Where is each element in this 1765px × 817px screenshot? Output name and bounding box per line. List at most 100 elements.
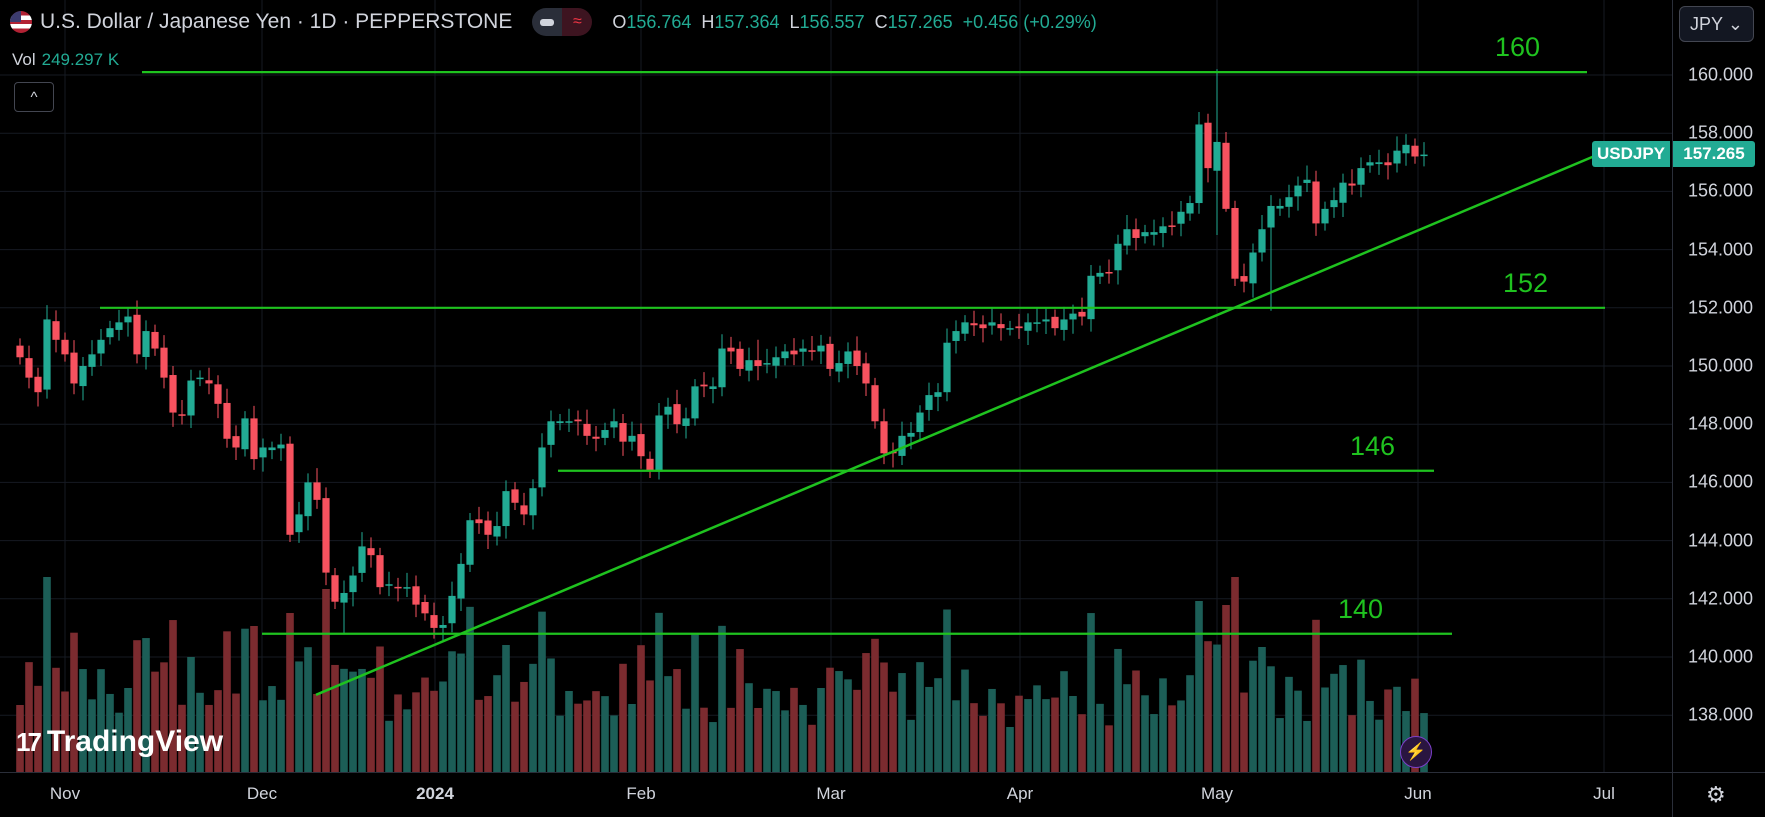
candle-body [1078, 311, 1086, 317]
level-label-160: 160 [1495, 32, 1541, 63]
volume-bar [1348, 715, 1356, 772]
volume-bar [547, 658, 555, 772]
candle-body [565, 421, 573, 423]
volume-bar [1285, 676, 1293, 772]
candle-body [619, 423, 627, 442]
candle-body [754, 360, 762, 366]
candle-body [952, 331, 960, 341]
volume-bar [61, 691, 69, 772]
candle-body [1249, 252, 1257, 284]
volume-bar [826, 667, 834, 772]
volume-bar [952, 700, 960, 772]
candle-body [610, 421, 618, 428]
volume-bar [610, 715, 618, 772]
price-tick-label: 144.000 [1688, 530, 1754, 551]
volume-bar [871, 638, 879, 772]
last-price-tag: 157.265 [1673, 141, 1755, 167]
candle-body [1402, 144, 1410, 154]
volume-bar [745, 683, 753, 772]
candle-body [1159, 226, 1167, 234]
tradingview-logo[interactable]: 17 TradingView [16, 725, 224, 758]
candle-body [97, 339, 105, 354]
candles [16, 69, 1428, 643]
candle-body [790, 350, 798, 355]
candle-body [1303, 179, 1311, 183]
volume-bar [997, 703, 1005, 772]
volume-bar [754, 708, 762, 772]
volume-bar [637, 645, 645, 772]
candle-body [1312, 181, 1320, 224]
symbol-price-tag: USDJPY [1592, 141, 1670, 167]
lightning-icon[interactable]: ⚡ [1400, 736, 1432, 768]
candle-body [997, 324, 1005, 329]
candle-body [556, 421, 564, 424]
volume-bar [250, 626, 258, 772]
volume-bar [1033, 685, 1041, 772]
price-tick-label: 152.000 [1688, 297, 1754, 318]
price-tick-label: 148.000 [1688, 413, 1754, 434]
candle-body [412, 586, 420, 605]
volume-bar [655, 612, 663, 772]
symbol-title[interactable]: U.S. Dollar / Japanese Yen · 1D · PEPPER… [40, 10, 513, 33]
volume-bar [1069, 696, 1077, 772]
volume-bar [736, 649, 744, 772]
volume-bar [682, 708, 690, 772]
volume-bar [1411, 678, 1419, 772]
volume-bar [1240, 692, 1248, 772]
candle-body [529, 488, 537, 516]
volume-bar [1375, 719, 1383, 772]
volume-bar [1204, 641, 1212, 772]
candle-body [448, 595, 456, 624]
volume-bar [412, 692, 420, 772]
currency-select[interactable]: JPY ⌄ [1679, 6, 1754, 42]
candle-body [1321, 208, 1329, 224]
candle-body [313, 482, 321, 500]
volume-bar [457, 653, 465, 772]
level-label-146: 146 [1350, 430, 1396, 461]
volume-bar [295, 661, 303, 772]
candle-body [853, 350, 861, 366]
settings-icon[interactable]: ⚙ [1706, 782, 1726, 807]
candle-body [736, 348, 744, 369]
volume-bar [1231, 577, 1239, 772]
volume-bar [1294, 690, 1302, 772]
candle-body [277, 444, 285, 449]
time-tick-label: Feb [626, 784, 656, 803]
volume-bar [115, 712, 123, 772]
candle-body [1231, 207, 1239, 279]
wave-icon[interactable]: ≈ [562, 8, 593, 36]
collapse-legend-button[interactable]: ^ [14, 82, 54, 112]
volume-bar [1267, 666, 1275, 772]
candle-body [934, 392, 942, 397]
volume-bar [961, 669, 969, 772]
volume-bar [1195, 601, 1203, 772]
chevron-up-icon: ^ [30, 88, 38, 106]
candle-body [664, 406, 672, 415]
indicator-toggle[interactable]: ≈ [532, 8, 593, 36]
trendline[interactable] [315, 143, 1622, 696]
volume-bar [835, 671, 843, 772]
time-tick-label: Mar [816, 784, 846, 803]
price-change: +0.456 (+0.29%) [962, 11, 1097, 32]
candle-body [160, 347, 168, 378]
volume-bar [502, 645, 510, 772]
volume-bar [619, 663, 627, 772]
candle-body [1330, 200, 1338, 208]
volume-bar [1366, 700, 1374, 772]
ohlc-values: O156.764 H157.364 L156.557 C157.265 +0.4… [612, 11, 1097, 32]
volume-bar [898, 673, 906, 772]
volume-bar [1258, 647, 1266, 772]
volume-bar [43, 577, 51, 772]
market-status-icon[interactable] [532, 8, 563, 36]
volume-bar [1177, 700, 1185, 772]
candle-body [673, 404, 681, 425]
price-chart[interactable] [0, 0, 1672, 772]
price-tick-label: 142.000 [1688, 588, 1754, 609]
volume-bar [970, 703, 978, 772]
price-tick-label: 138.000 [1688, 704, 1754, 725]
volume-bar [817, 688, 825, 772]
candle-body [349, 575, 357, 593]
candle-body [79, 366, 87, 387]
volume-bar [331, 664, 339, 772]
volume-legend: Vol 249.297 K [12, 50, 120, 69]
